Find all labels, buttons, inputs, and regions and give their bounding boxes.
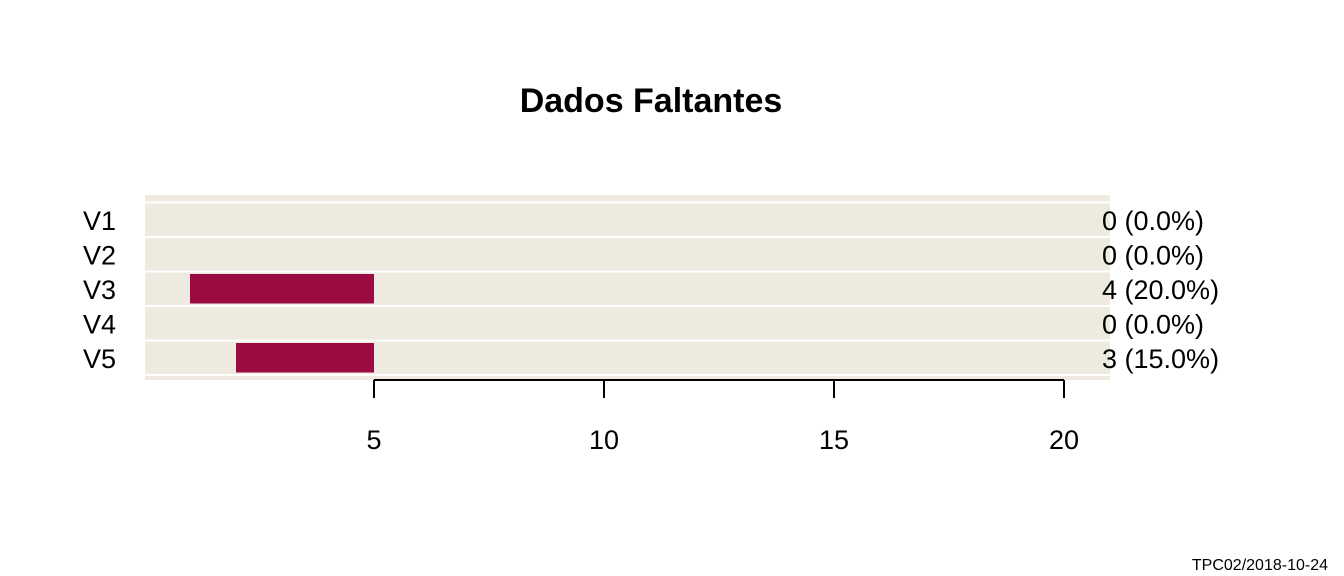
value-label-v3: 4 (20.0%) <box>1102 275 1219 305</box>
value-label-v5: 3 (15.0%) <box>1102 344 1219 374</box>
x-tick-label: 10 <box>589 425 619 455</box>
value-label-v1: 0 (0.0%) <box>1102 206 1204 236</box>
bar-v3 <box>190 274 374 304</box>
category-label-v4: V4 <box>83 309 116 339</box>
footer-stamp: TPC02/2018-10-24 <box>1192 557 1328 574</box>
category-label-v2: V2 <box>83 240 116 270</box>
value-label-v2: 0 (0.0%) <box>1102 240 1204 270</box>
category-label-v5: V5 <box>83 344 116 374</box>
x-tick-label: 5 <box>366 425 381 455</box>
x-tick-label: 15 <box>819 425 849 455</box>
chart-title: Dados Faltantes <box>520 82 783 120</box>
category-label-v1: V1 <box>83 206 116 236</box>
category-label-v3: V3 <box>83 275 116 305</box>
x-tick-label: 20 <box>1049 425 1079 455</box>
bar-v5 <box>236 343 374 373</box>
bars <box>190 274 374 373</box>
value-label-v4: 0 (0.0%) <box>1102 309 1204 339</box>
category-labels: V1 V2 V3 V4 V5 <box>83 206 116 374</box>
grid-lines <box>145 201 1110 376</box>
value-labels: 0 (0.0%) 0 (0.0%) 4 (20.0%) 0 (0.0%) 3 (15.0… <box>1102 206 1219 374</box>
x-axis: 5 10 15 20 <box>366 379 1079 455</box>
